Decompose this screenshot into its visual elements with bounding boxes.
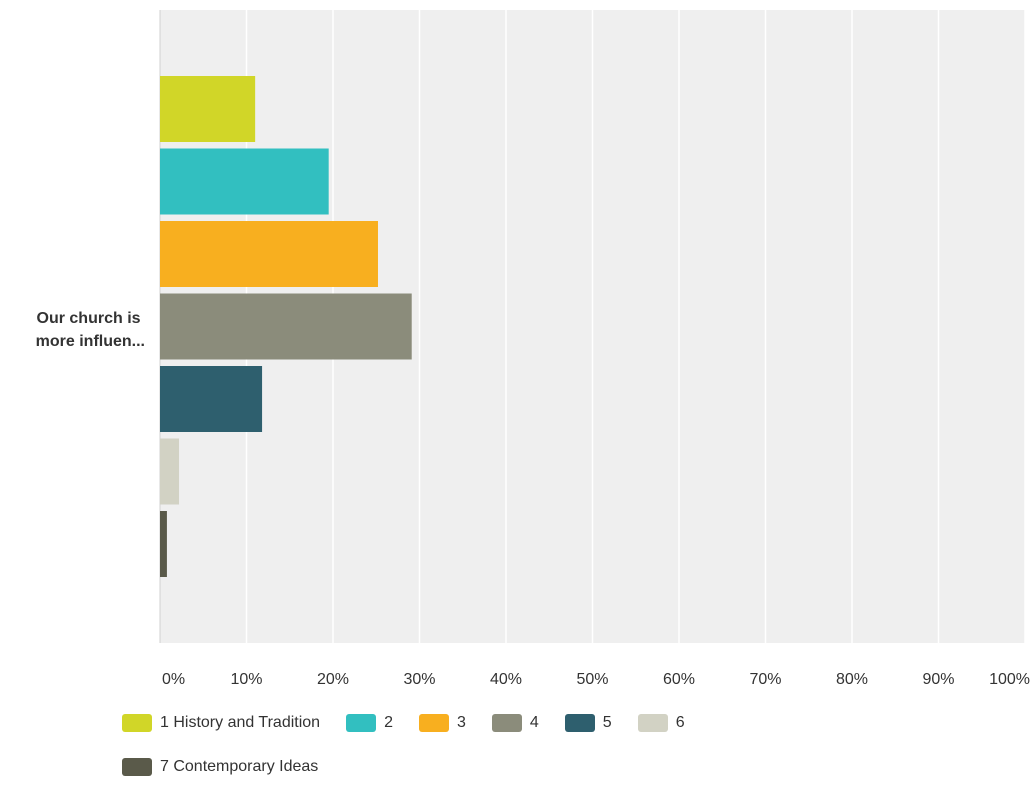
x-tick-label: 10% [230, 671, 262, 688]
legend-label-1: 1 History and Tradition [160, 714, 321, 731]
legend-label-4: 4 [529, 714, 539, 731]
legend-swatch-2 [346, 714, 377, 732]
x-tick-label: 90% [922, 671, 954, 688]
legend-item-5: 5 [564, 714, 612, 732]
bar-series-2 [160, 148, 329, 215]
legend-row-2: 7 Contemporary Ideas [122, 756, 344, 778]
legend-label-6: 6 [675, 714, 685, 731]
legend-item-7: 7 Contemporary Ideas [122, 758, 318, 776]
x-axis-tick-labels: 0% 10% 20% 30% 40% 50% 60% 70% 80% 90% 100% [162, 671, 1030, 688]
x-tick-label: 30% [403, 671, 435, 688]
legend-label-7: 7 Contemporary Ideas [160, 758, 319, 775]
legend-item-6: 6 [637, 714, 685, 732]
legend-row-1: 1 History and Tradition 2 3 4 5 6 [122, 712, 711, 734]
legend-item-3: 3 [418, 714, 466, 732]
x-tick-label: 80% [836, 671, 868, 688]
legend-label-5: 5 [602, 714, 612, 731]
legend-swatch-5 [564, 714, 595, 732]
x-tick-label: 0% [162, 671, 185, 688]
x-tick-label: 100% [989, 671, 1030, 688]
legend-item-2: 2 [346, 714, 393, 732]
x-tick-label: 50% [576, 671, 608, 688]
legend-swatch-6 [637, 714, 668, 732]
bar-series-5 [160, 366, 263, 432]
x-tick-label: 40% [490, 671, 522, 688]
legend: 1 History and Tradition 2 3 4 5 6 7 Cont… [122, 714, 1022, 782]
category-label-line-2: more influen... [36, 333, 145, 350]
legend-item-1: 1 History and Tradition [122, 714, 320, 732]
bar-series-1 [160, 76, 256, 142]
legend-item-4: 4 [491, 714, 539, 732]
legend-swatch-3 [418, 714, 449, 732]
bar-series-3 [160, 221, 378, 287]
x-tick-label: 60% [663, 671, 695, 688]
bar-series-7 [160, 511, 167, 577]
legend-swatch-7 [122, 758, 152, 776]
legend-label-2: 2 [384, 714, 393, 731]
x-tick-label: 70% [749, 671, 781, 688]
legend-swatch-4 [491, 714, 522, 732]
bar-series-6 [160, 438, 180, 505]
category-label: Our church is more influen... [36, 310, 145, 350]
legend-label-3: 3 [456, 714, 466, 731]
bar-series-4 [160, 293, 412, 360]
legend-swatch-1 [122, 714, 152, 732]
bars [160, 76, 412, 577]
category-label-line-1: Our church is [37, 310, 141, 327]
x-tick-label: 20% [317, 671, 349, 688]
